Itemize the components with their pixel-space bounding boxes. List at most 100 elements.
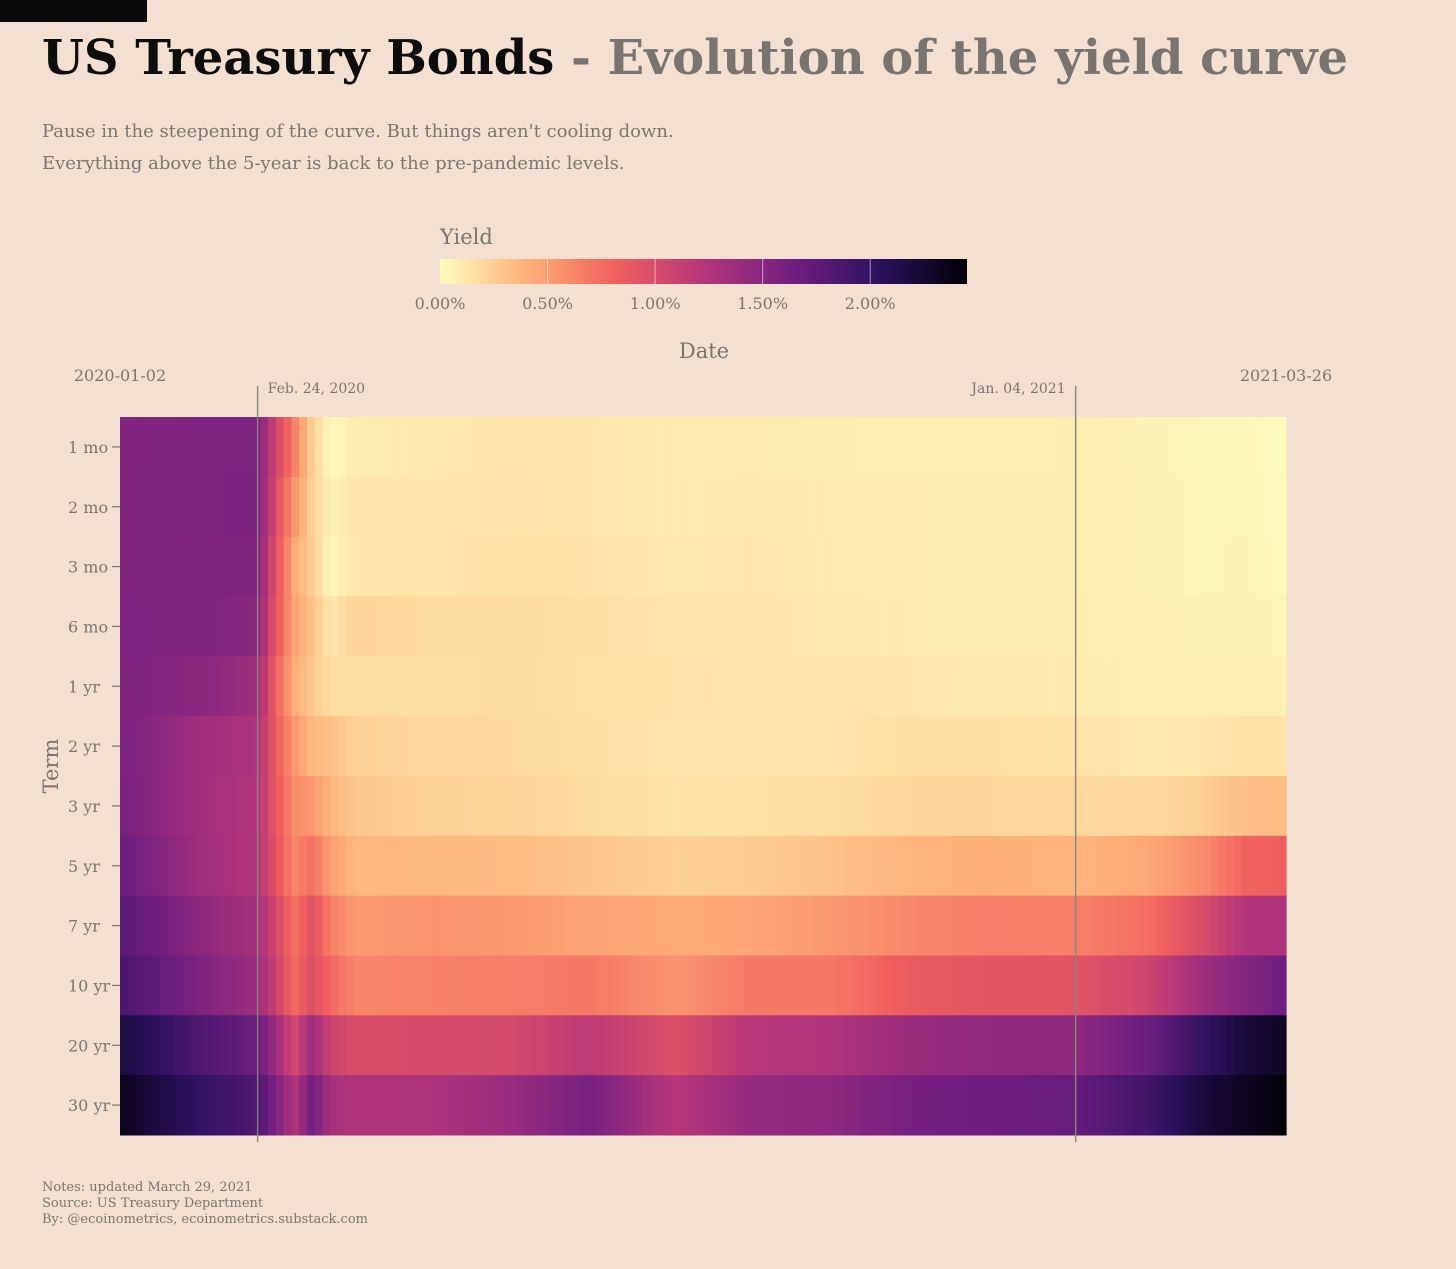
heatmap-cell xyxy=(1101,1075,1111,1136)
heatmap-cell xyxy=(564,417,573,478)
heatmap-cell xyxy=(1039,656,1048,717)
heatmap-cell xyxy=(922,1015,931,1076)
heatmap-cell xyxy=(774,955,783,1016)
heatmap-cell xyxy=(618,895,627,956)
heatmap-cell xyxy=(992,656,1001,717)
heatmap-cell xyxy=(252,716,261,777)
heatmap-cell xyxy=(384,716,394,777)
heatmap-cell xyxy=(462,476,472,538)
heatmap-cell xyxy=(1257,1075,1266,1136)
heatmap-cell xyxy=(1280,1075,1287,1136)
heatmap-cell xyxy=(976,1015,986,1076)
heatmap-cell xyxy=(213,776,222,837)
heatmap-cell xyxy=(743,776,752,837)
heatmap-cell xyxy=(1163,417,1173,478)
heatmap-cell xyxy=(1195,776,1204,837)
heatmap-cell xyxy=(1109,895,1118,956)
heatmap-cell xyxy=(447,835,456,897)
heatmap-cell xyxy=(1062,776,1072,837)
heatmap-cell xyxy=(1171,835,1181,897)
heatmap-cell xyxy=(532,1015,542,1076)
heatmap-cell xyxy=(891,776,900,837)
heatmap-cell xyxy=(1101,835,1111,897)
heatmap-cell xyxy=(758,596,768,657)
heatmap-cell xyxy=(1171,895,1181,956)
heatmap-cell xyxy=(953,596,962,657)
heatmap-cell xyxy=(758,895,768,956)
heatmap-cell xyxy=(976,835,986,897)
heatmap-cell xyxy=(1249,417,1259,478)
heatmap-cell xyxy=(322,656,331,717)
heatmap-cell xyxy=(517,536,526,597)
heatmap-cell xyxy=(891,955,900,1016)
heatmap-cell xyxy=(423,476,433,538)
heatmap-cell xyxy=(369,1015,378,1076)
heatmap-cell xyxy=(462,776,472,837)
heatmap-cell xyxy=(299,476,308,538)
heatmap-cell xyxy=(782,476,791,538)
heatmap-cell xyxy=(1179,955,1188,1016)
heatmap-cell xyxy=(945,1075,955,1136)
heatmap-cell xyxy=(470,835,479,897)
heatmap-cell xyxy=(1140,835,1149,897)
heatmap-cell xyxy=(1093,596,1103,657)
heatmap-cell xyxy=(556,1075,565,1136)
heatmap-cell xyxy=(961,716,970,777)
heatmap-cell xyxy=(283,835,292,897)
heatmap-cell xyxy=(392,656,402,717)
heatmap-cell xyxy=(268,895,277,956)
heatmap-cell xyxy=(439,835,448,897)
heatmap-cell xyxy=(408,536,417,597)
heatmap-cell xyxy=(1241,955,1251,1016)
heatmap-cell xyxy=(455,596,464,657)
heatmap-cell xyxy=(727,1075,737,1136)
heatmap-cell xyxy=(1241,776,1251,837)
heatmap-cell xyxy=(345,656,355,717)
heatmap-cell xyxy=(571,417,581,478)
heatmap-cell xyxy=(1047,536,1056,597)
legend-color-bar xyxy=(440,259,967,284)
heatmap-cell xyxy=(587,536,596,597)
heatmap-cell xyxy=(938,1015,947,1076)
heatmap-cell xyxy=(587,716,596,777)
heatmap-cell xyxy=(1280,835,1287,897)
heatmap-cell xyxy=(953,835,962,897)
heatmap-cell xyxy=(493,895,503,956)
heatmap-cell xyxy=(930,536,939,597)
heatmap-cell xyxy=(1008,895,1017,956)
heatmap-cell xyxy=(969,835,978,897)
heatmap-cell xyxy=(922,476,931,538)
heatmap-cell xyxy=(712,1015,721,1076)
heatmap-cell xyxy=(306,596,316,657)
heatmap-cell xyxy=(221,955,230,1016)
heatmap-cell xyxy=(408,417,417,478)
heatmap-cell xyxy=(447,955,456,1016)
yield-heatmap-chart: Yield 0.00% 0.50% 1.00% 1.50% 2.00% Date 202… xyxy=(39,225,1332,1142)
heatmap-cell xyxy=(860,476,869,538)
heatmap-cell xyxy=(478,417,487,478)
heatmap-cell xyxy=(813,1075,822,1136)
heatmap-cell xyxy=(384,656,394,717)
heatmap-cell xyxy=(1086,656,1095,717)
heatmap-cell xyxy=(899,536,908,597)
heatmap-cell xyxy=(221,1015,230,1076)
heatmap-cell xyxy=(1280,417,1287,478)
heatmap-cell xyxy=(268,596,277,657)
heatmap-cell xyxy=(992,895,1001,956)
heatmap-cell xyxy=(704,776,713,837)
heatmap-cell xyxy=(1226,536,1235,597)
heatmap-cell xyxy=(1039,476,1048,538)
heatmap-cell xyxy=(213,1015,222,1076)
heatmap-cell xyxy=(431,417,441,478)
heatmap-cell xyxy=(891,1015,900,1076)
y-tick-label: 2 mo xyxy=(68,498,108,517)
heatmap-cell xyxy=(158,776,168,837)
heatmap-cell xyxy=(174,1015,183,1076)
heatmap-cell xyxy=(564,716,573,777)
heatmap-cell xyxy=(283,656,292,717)
heatmap-cell xyxy=(392,955,402,1016)
heatmap-cell xyxy=(1132,716,1142,777)
heatmap-cell xyxy=(564,835,573,897)
heatmap-cell xyxy=(1195,596,1204,657)
heatmap-cell xyxy=(462,835,472,897)
